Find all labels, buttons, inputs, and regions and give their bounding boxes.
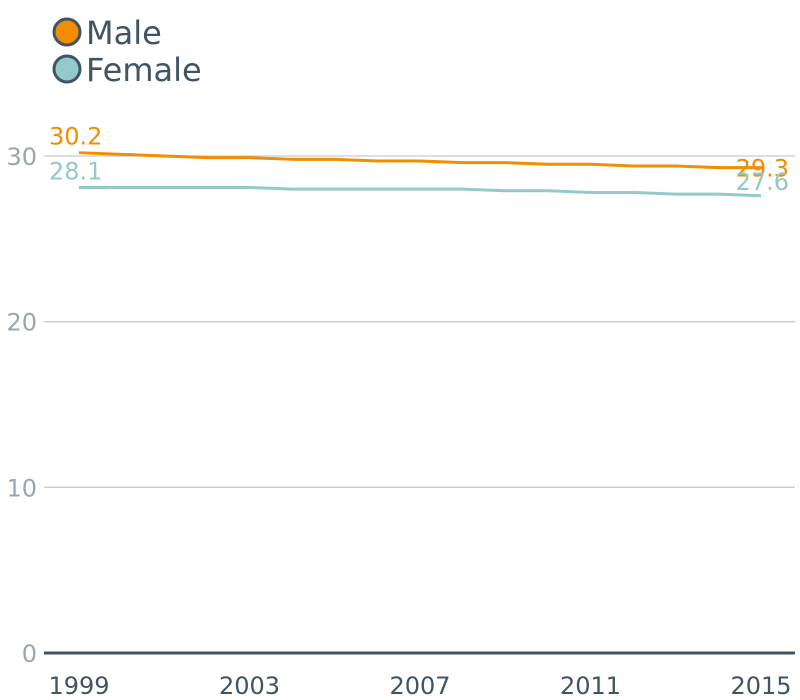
y-axis-ticks: 0 10 20 30 bbox=[6, 143, 37, 668]
y-tick-label-20: 20 bbox=[6, 309, 37, 337]
y-tick-label-0: 0 bbox=[22, 640, 37, 668]
legend-label-female: Female bbox=[86, 51, 202, 89]
y-tick-label-10: 10 bbox=[6, 474, 37, 502]
x-axis-ticks: 1999 2003 2007 2011 2015 bbox=[48, 672, 791, 700]
legend-marker-male bbox=[52, 17, 82, 47]
data-label-female-end: 27.6 bbox=[736, 168, 789, 196]
x-tick-label-2011: 2011 bbox=[560, 672, 621, 700]
x-tick-label-2003: 2003 bbox=[219, 672, 280, 700]
legend-label-male: Male bbox=[86, 14, 162, 52]
data-label-female-start: 28.1 bbox=[49, 157, 102, 185]
series-lines bbox=[78, 151, 762, 198]
data-label-male-end: 29.3 bbox=[736, 155, 789, 183]
x-tick-label-1999: 1999 bbox=[48, 672, 109, 700]
data-labels: 30.2 29.3 28.1 27.6 bbox=[49, 123, 789, 196]
data-label-male-start: 30.2 bbox=[49, 123, 102, 151]
legend-item-female[interactable]: Female bbox=[52, 51, 202, 89]
grid-lines bbox=[44, 155, 795, 488]
legend-item-male[interactable]: Male bbox=[52, 14, 162, 52]
x-tick-label-2015: 2015 bbox=[730, 672, 791, 700]
y-tick-label-30: 30 bbox=[6, 143, 37, 171]
x-tick-label-2007: 2007 bbox=[389, 672, 450, 700]
series-line-male[interactable] bbox=[78, 151, 761, 170]
series-line-female[interactable] bbox=[79, 185, 762, 198]
legend[interactable]: Male Female bbox=[52, 14, 202, 89]
legend-marker-female bbox=[52, 54, 82, 84]
